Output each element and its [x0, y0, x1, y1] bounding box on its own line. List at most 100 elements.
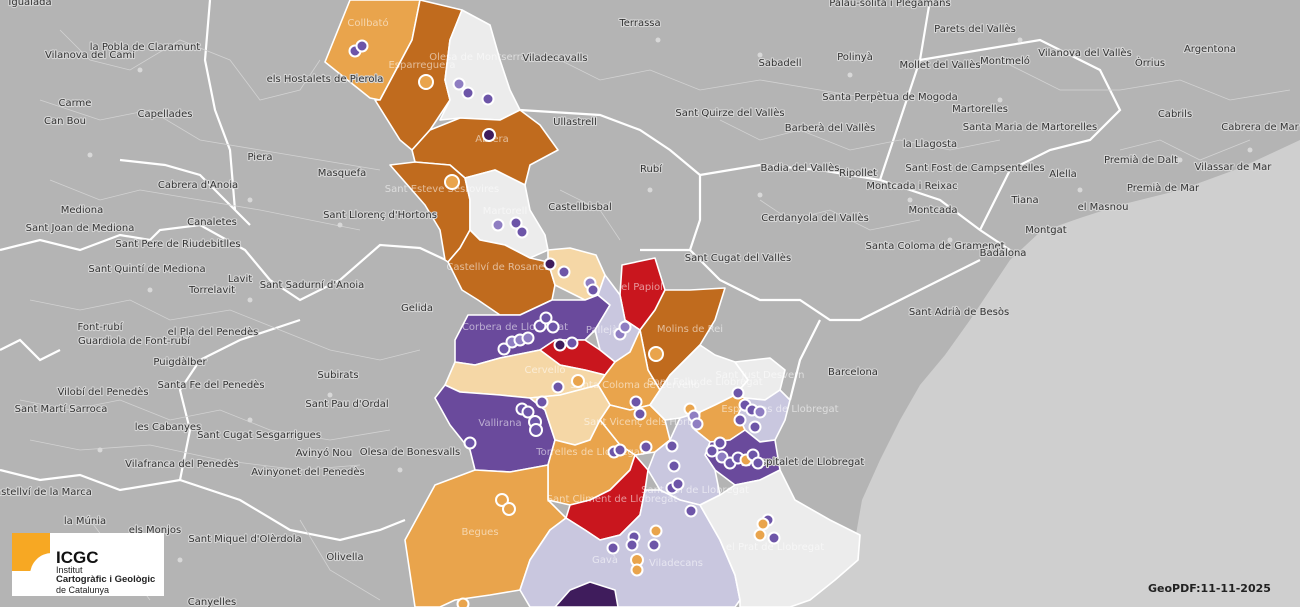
place-label: Capellades: [137, 109, 192, 120]
station-marker[interactable]: [461, 86, 475, 100]
station-marker[interactable]: [751, 456, 765, 470]
station-marker[interactable]: [606, 541, 620, 555]
station-marker[interactable]: [731, 386, 745, 400]
place-label: els Hostalets de Pierola: [267, 74, 384, 85]
municipality-castelldefels[interactable]: [554, 581, 619, 607]
station-marker[interactable]: [639, 440, 653, 454]
municipality-label: Torrelles de Llobregat: [535, 447, 644, 458]
station-marker[interactable]: [618, 320, 632, 334]
station-marker[interactable]: [482, 128, 496, 142]
place-label: Parets del Vallès: [934, 23, 1016, 35]
place-label: Martorelles: [952, 104, 1008, 115]
station-marker[interactable]: [629, 395, 643, 409]
station-marker[interactable]: [625, 538, 639, 552]
station-marker[interactable]: [456, 597, 470, 607]
station-marker[interactable]: [546, 320, 560, 334]
station-marker[interactable]: [690, 417, 704, 431]
place-label: el Pla del Penedès: [168, 326, 259, 338]
place-label: Font-rubí: [78, 321, 124, 333]
station-marker[interactable]: [671, 477, 685, 491]
municipality-martorell[interactable]: [464, 169, 549, 259]
place-label: Sant Joan de Mediona: [26, 223, 135, 234]
station-marker[interactable]: [753, 528, 767, 542]
place-label: Tiana: [1010, 195, 1038, 206]
station-marker[interactable]: [535, 395, 549, 409]
municipality-label: Santa Coloma de Cervelló: [570, 379, 700, 391]
place-label: Can Bou: [44, 116, 86, 127]
station-marker[interactable]: [463, 436, 477, 450]
place-label: Cerdanyola del Vallès: [761, 212, 869, 224]
municipality-label: el Papiol: [621, 282, 663, 293]
station-marker[interactable]: [753, 405, 767, 419]
place-label: Sant Quintí de Mediona: [88, 263, 205, 275]
station-marker[interactable]: [571, 374, 585, 388]
station-marker[interactable]: [495, 493, 509, 507]
place-label: Subirats: [317, 370, 358, 381]
station-marker[interactable]: [509, 216, 523, 230]
comarca-boundary: [0, 223, 451, 302]
place-label: Viladecavalls: [522, 53, 587, 64]
station-marker[interactable]: [767, 531, 781, 545]
station-marker[interactable]: [452, 77, 466, 91]
place-label: Mollet del Vallès: [899, 59, 980, 71]
station-marker[interactable]: [748, 420, 762, 434]
station-marker[interactable]: [630, 563, 644, 577]
station-marker[interactable]: [491, 218, 505, 232]
station-marker[interactable]: [565, 336, 579, 350]
place-label: Vilanova del Vallès: [1038, 47, 1132, 59]
station-marker[interactable]: [502, 502, 516, 516]
station-marker[interactable]: [756, 517, 770, 531]
station-marker[interactable]: [418, 74, 434, 90]
municipal-boundary: [39, 99, 381, 171]
place-label: Vilassar de Mar: [1195, 162, 1273, 173]
place-label: Sant Cugat Sesgarrigues: [197, 430, 321, 441]
station-marker[interactable]: [539, 311, 553, 325]
comarca-boundary: [0, 468, 406, 542]
station-marker[interactable]: [713, 436, 727, 450]
station-marker[interactable]: [684, 504, 698, 518]
municipality-label: Collbató: [347, 17, 388, 29]
station-marker[interactable]: [647, 538, 661, 552]
place-label: Sant Miquel d'Olèrdola: [188, 533, 301, 545]
geopdf-date-stamp: GeoPDF:11-11-2025: [1148, 582, 1271, 595]
station-marker[interactable]: [648, 346, 664, 362]
station-marker[interactable]: [355, 39, 369, 53]
place-label: Guardiola de Font-rubí: [78, 335, 191, 347]
station-marker[interactable]: [444, 174, 460, 190]
station-marker[interactable]: [665, 439, 679, 453]
place-label: Castellví de la Marca: [0, 486, 92, 498]
station-marker[interactable]: [586, 283, 600, 297]
station-marker[interactable]: [521, 405, 535, 419]
station-markers[interactable]: [348, 39, 781, 607]
station-marker[interactable]: [649, 524, 663, 538]
place-label: Sant Quirze del Vallès: [675, 107, 784, 119]
station-marker[interactable]: [521, 331, 535, 345]
station-marker[interactable]: [733, 413, 747, 427]
station-marker[interactable]: [497, 342, 511, 356]
station-marker[interactable]: [551, 380, 565, 394]
municipal-boundary: [559, 59, 881, 101]
place-label: Òrrius: [1135, 56, 1165, 69]
place-label: Mediona: [61, 205, 104, 216]
station-marker[interactable]: [529, 423, 543, 437]
station-marker[interactable]: [481, 92, 495, 106]
comarca-boundary: [119, 158, 251, 226]
logo-line-2: Cartogràfic i Geològic: [56, 574, 156, 585]
station-marker[interactable]: [553, 338, 567, 352]
station-marker[interactable]: [557, 265, 571, 279]
station-marker[interactable]: [633, 407, 647, 421]
station-marker[interactable]: [543, 257, 557, 271]
place-label: Polinyà: [837, 51, 873, 63]
station-marker[interactable]: [515, 225, 529, 239]
place-label: Terrassa: [618, 18, 660, 29]
place-label: Cabrils: [1158, 109, 1192, 120]
place-label: Ripollet: [839, 168, 877, 179]
place-label: Canyelles: [188, 597, 236, 607]
station-marker[interactable]: [613, 443, 627, 457]
municipal-boundary: [19, 399, 391, 441]
station-marker[interactable]: [705, 444, 719, 458]
station-marker[interactable]: [667, 459, 681, 473]
